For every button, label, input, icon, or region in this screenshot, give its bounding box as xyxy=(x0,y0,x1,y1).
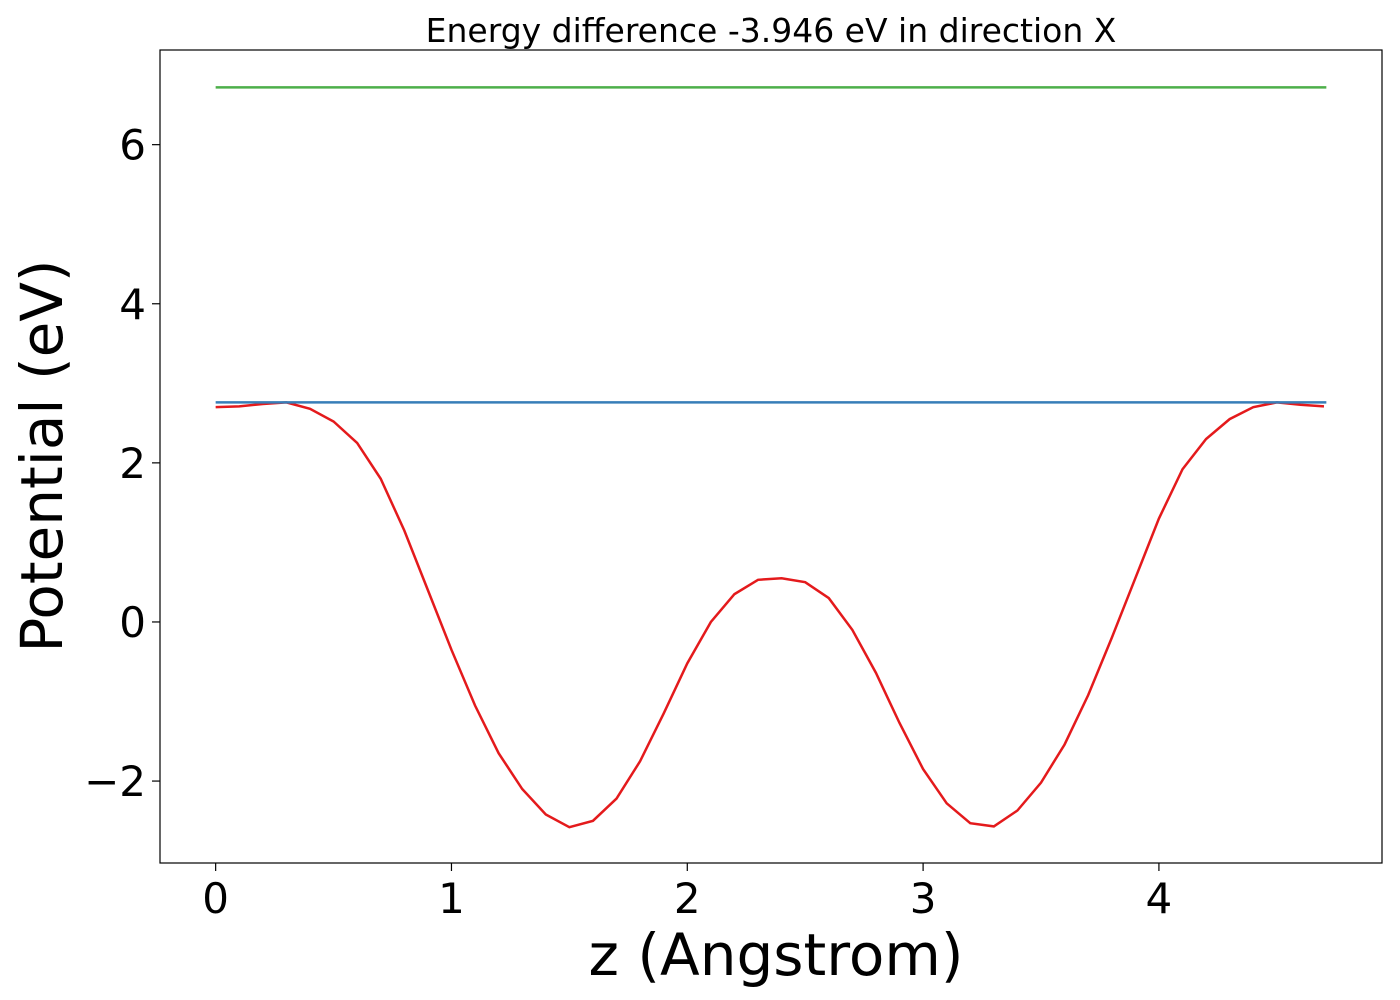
x-tick-label: 2 xyxy=(674,874,701,923)
y-tick-label: −2 xyxy=(84,757,146,806)
y-axis-label: Potential (eV) xyxy=(8,259,76,652)
x-axis-label: z (Angstrom) xyxy=(589,921,964,989)
x-tick-label: 4 xyxy=(1146,874,1173,923)
x-tick-label: 1 xyxy=(438,874,465,923)
series-line xyxy=(215,401,1325,829)
y-tick-label: 0 xyxy=(119,598,146,647)
x-tick-label: 0 xyxy=(202,874,229,923)
chart-title: Energy difference -3.946 eV in direction… xyxy=(426,11,1117,50)
y-tick-label: 4 xyxy=(119,280,146,329)
x-tick-label: 3 xyxy=(910,874,937,923)
y-tick-label: 6 xyxy=(119,121,146,170)
y-tick-label: 2 xyxy=(119,439,146,488)
plot-frame xyxy=(159,49,1383,864)
